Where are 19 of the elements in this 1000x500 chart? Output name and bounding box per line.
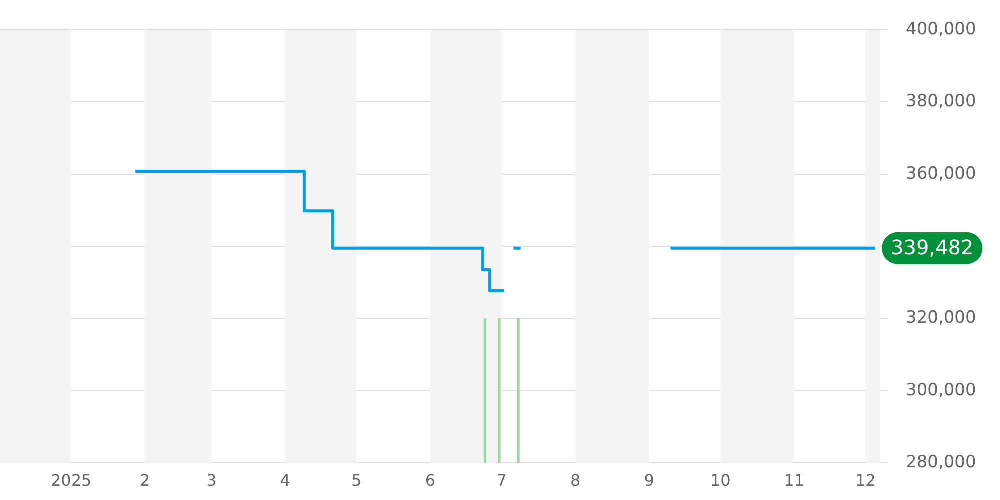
x-tick-label: 9	[644, 470, 654, 490]
x-tick-label: 4	[280, 470, 290, 490]
x-tick-label: 8	[570, 470, 581, 490]
y-tick-label: 360,000	[906, 164, 976, 184]
y-tick-label: 400,000	[906, 19, 976, 40]
y-tick-label: 280,000	[906, 452, 976, 472]
x-tick-label: 6	[425, 470, 436, 490]
y-tick-label: 320,000	[906, 308, 976, 328]
x-tick-label: 12	[856, 470, 876, 490]
x-tick-label: 10	[710, 470, 731, 490]
y-tick-label: 300,000	[906, 380, 976, 400]
annotation: 339,482	[891, 236, 974, 260]
x-tick-label: 2	[140, 470, 150, 490]
x-tick-label: 3	[206, 470, 217, 490]
x-tick-label: 5	[352, 470, 362, 490]
x-tick-label: 7	[496, 470, 507, 490]
y-tick-label: 380,000	[906, 92, 976, 112]
x-tick-label: 2025	[50, 470, 92, 490]
x-tick-label: 11	[784, 470, 805, 490]
